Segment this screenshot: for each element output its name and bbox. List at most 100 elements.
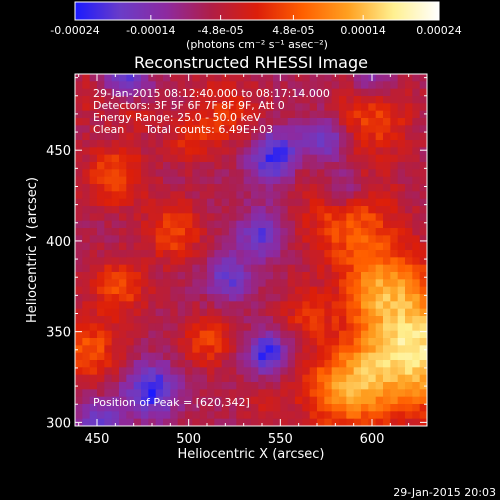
heatmap-cell — [192, 323, 201, 332]
heatmap-cell — [192, 389, 201, 398]
heatmap-cell — [192, 411, 201, 420]
heatmap-cell — [82, 323, 91, 332]
heatmap-cell — [207, 374, 215, 383]
heatmap-cell — [258, 140, 267, 148]
heatmap-cell — [75, 404, 83, 412]
peak-position-label: Position of Peak = [620,342] — [93, 396, 250, 409]
heatmap-cell — [221, 110, 230, 119]
heatmap-cell — [324, 330, 333, 339]
heatmap-cell — [346, 345, 355, 354]
heatmap-cell — [177, 242, 186, 251]
heatmap-cell — [148, 301, 157, 310]
heatmap-cell — [75, 81, 83, 90]
heatmap-cell — [368, 250, 377, 258]
heatmap-cell — [317, 242, 325, 251]
heatmap-cell — [185, 250, 193, 258]
heatmap-cell — [383, 228, 391, 236]
heatmap-cell — [339, 96, 347, 104]
heatmap-cell — [375, 308, 384, 317]
heatmap-cell — [89, 220, 98, 229]
heatmap-cell — [148, 132, 157, 141]
heatmap-cell — [419, 308, 427, 317]
heatmap-cell — [368, 360, 377, 368]
heatmap-cell — [177, 147, 186, 156]
heatmap-cell — [317, 88, 325, 97]
heatmap-cell — [199, 74, 208, 82]
heatmap-cell — [412, 418, 421, 426]
heatmap-cell — [317, 206, 325, 214]
heatmap-cell — [251, 250, 259, 258]
heatmap-cell — [185, 308, 193, 317]
heatmap-cell — [75, 352, 83, 361]
heatmap-cell — [258, 220, 267, 229]
heatmap-cell — [221, 198, 230, 207]
heatmap-cell — [265, 191, 274, 200]
heatmap-cell — [155, 367, 164, 376]
heatmap-cell — [89, 81, 98, 90]
heatmap-cell — [236, 169, 245, 178]
heatmap-cell — [331, 250, 340, 258]
heatmap-cell — [368, 198, 377, 207]
heatmap-cell — [97, 374, 105, 383]
heatmap-cell — [258, 132, 267, 141]
heatmap-cell — [133, 396, 142, 405]
heatmap-cell — [104, 125, 113, 134]
heatmap-cell — [236, 294, 245, 302]
heatmap-cell — [390, 411, 399, 420]
heatmap-cell — [368, 345, 377, 354]
heatmap-cell — [207, 125, 215, 134]
heatmap-cell — [97, 81, 105, 90]
heatmap-cell — [368, 81, 377, 90]
heatmap-cell — [75, 198, 83, 207]
heatmap-cell — [390, 206, 399, 214]
heatmap-cell — [89, 74, 98, 82]
heatmap-cell — [317, 191, 325, 200]
heatmap-cell — [412, 191, 421, 200]
heatmap-cell — [309, 257, 318, 266]
heatmap-cell — [368, 228, 377, 236]
heatmap-cell — [163, 154, 171, 163]
heatmap-cell — [155, 308, 164, 317]
heatmap-cell — [383, 323, 391, 332]
heatmap-cell — [89, 103, 98, 112]
heatmap-cell — [229, 418, 237, 426]
heatmap-cell — [331, 367, 340, 376]
heatmap-cell — [331, 154, 340, 163]
heatmap-cell — [199, 96, 208, 104]
heatmap-cell — [89, 279, 98, 288]
heatmap-cell — [82, 389, 91, 398]
heatmap-cell — [199, 316, 208, 324]
heatmap-cell — [97, 294, 105, 302]
heatmap-cell — [111, 140, 120, 148]
heatmap-cell — [221, 360, 230, 368]
heatmap-cell — [265, 294, 274, 302]
heatmap-cell — [309, 206, 318, 214]
heatmap-cell — [148, 396, 157, 405]
heatmap-cell — [192, 330, 201, 339]
heatmap-cell — [192, 272, 201, 280]
heatmap-cell — [199, 404, 208, 412]
heatmap-cell — [75, 374, 83, 383]
heatmap-cell — [192, 147, 201, 156]
heatmap-cell — [390, 308, 399, 317]
heatmap-cell — [339, 338, 347, 346]
heatmap-cell — [177, 162, 186, 170]
heatmap-cell — [148, 382, 157, 390]
heatmap-cell — [177, 294, 186, 302]
heatmap-cell — [375, 140, 384, 148]
heatmap-cell — [111, 125, 120, 134]
heatmap-cell — [375, 411, 384, 420]
heatmap-cell — [170, 103, 179, 112]
heatmap-cell — [397, 154, 406, 163]
heatmap-cell — [331, 382, 340, 390]
heatmap-cell — [229, 382, 237, 390]
heatmap-cell — [119, 279, 127, 288]
heatmap-cell — [324, 132, 333, 141]
heatmap-cell — [346, 250, 355, 258]
heatmap-cell — [251, 279, 259, 288]
heatmap-cell — [265, 345, 274, 354]
heatmap-cell — [229, 338, 237, 346]
heatmap-cell — [133, 81, 142, 90]
heatmap-cell — [185, 323, 193, 332]
heatmap-cell — [280, 257, 289, 266]
